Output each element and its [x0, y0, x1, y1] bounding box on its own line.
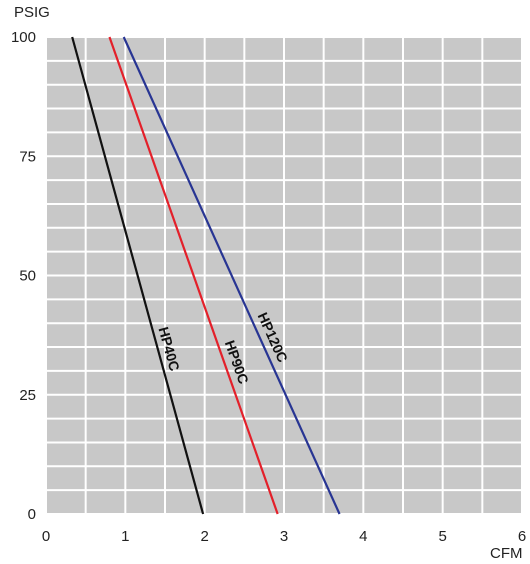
y-tick-label: 50: [19, 268, 36, 285]
y-tick-label: 75: [19, 148, 36, 165]
x-tick-labels: 0 1 2 3 4 5 6: [42, 528, 526, 545]
x-tick-label: 4: [359, 528, 367, 545]
y-tick-label: 25: [19, 387, 36, 404]
x-axis-title: CFM: [490, 545, 523, 562]
series-line-hp120c: [122, 36, 341, 515]
grid-lines: [45, 36, 523, 515]
x-tick-label: 5: [438, 528, 446, 545]
x-tick-label: 6: [518, 528, 526, 545]
x-tick-label: 2: [200, 528, 208, 545]
series-line-hp40c: [71, 36, 205, 515]
x-tick-label: 1: [121, 528, 129, 545]
y-tick-label: 0: [28, 506, 36, 523]
y-tick-labels: 0 25 50 75 100: [11, 29, 36, 523]
y-tick-label: 100: [11, 29, 36, 46]
x-tick-label: 3: [280, 528, 288, 545]
series-line-hp90c: [108, 36, 279, 515]
x-tick-label: 0: [42, 528, 50, 545]
y-axis-title: PSIG: [14, 4, 50, 21]
